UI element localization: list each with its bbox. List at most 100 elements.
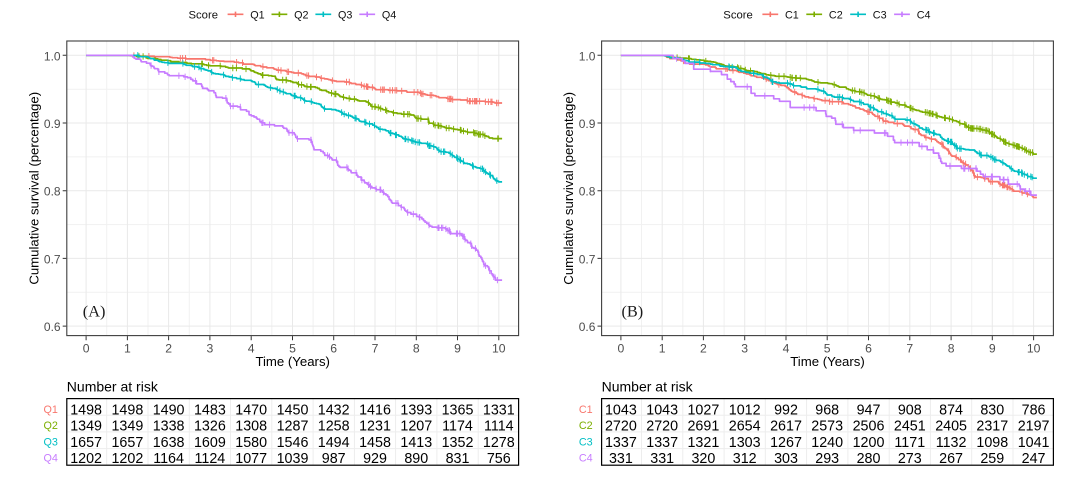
svg-text:987: 987 [322, 451, 346, 467]
svg-text:0.6: 0.6 [579, 320, 596, 334]
svg-text:2573: 2573 [811, 419, 843, 435]
svg-text:C4: C4 [917, 10, 931, 22]
svg-text:Q3: Q3 [43, 436, 57, 448]
svg-text:1338: 1338 [153, 419, 185, 435]
svg-text:1498: 1498 [111, 402, 143, 418]
svg-text:C4: C4 [579, 453, 593, 465]
svg-text:1174: 1174 [442, 419, 473, 435]
svg-text:1098: 1098 [976, 435, 1008, 451]
svg-text:1413: 1413 [400, 435, 432, 451]
svg-text:1027: 1027 [687, 402, 719, 418]
svg-text:Number at risk: Number at risk [602, 378, 694, 394]
svg-text:Q3: Q3 [338, 10, 352, 22]
svg-text:1164: 1164 [153, 451, 184, 467]
svg-text:3: 3 [741, 342, 748, 356]
svg-text:8: 8 [413, 342, 420, 356]
svg-text:5: 5 [289, 342, 296, 356]
svg-text:1202: 1202 [70, 451, 102, 467]
svg-text:1: 1 [659, 342, 666, 356]
svg-text:2506: 2506 [853, 419, 885, 435]
svg-text:786: 786 [1022, 402, 1046, 418]
svg-text:C1: C1 [785, 10, 799, 22]
svg-text:0.7: 0.7 [579, 252, 596, 266]
svg-text:1337: 1337 [646, 435, 678, 451]
svg-text:2720: 2720 [605, 419, 637, 435]
svg-text:9: 9 [454, 342, 461, 356]
svg-text:Cumulative survival (percentag: Cumulative survival (percentage) [561, 92, 576, 285]
svg-text:2405: 2405 [935, 419, 967, 435]
svg-text:874: 874 [939, 402, 963, 418]
svg-text:273: 273 [898, 451, 922, 467]
svg-text:C1: C1 [579, 404, 593, 416]
svg-text:1352: 1352 [442, 435, 474, 451]
svg-text:1202: 1202 [111, 451, 143, 467]
svg-text:Q1: Q1 [43, 404, 57, 416]
svg-text:10: 10 [492, 342, 506, 356]
svg-text:1114: 1114 [484, 419, 514, 435]
svg-text:831: 831 [446, 451, 470, 467]
svg-text:7: 7 [372, 342, 379, 356]
svg-text:1546: 1546 [277, 435, 309, 451]
svg-text:1043: 1043 [646, 402, 678, 418]
svg-text:1331: 1331 [483, 402, 515, 418]
svg-text:1200: 1200 [853, 435, 885, 451]
svg-text:3: 3 [207, 342, 214, 356]
svg-text:1609: 1609 [194, 435, 226, 451]
svg-text:992: 992 [774, 402, 798, 418]
svg-text:2197: 2197 [1018, 419, 1050, 435]
svg-text:0: 0 [83, 342, 90, 356]
svg-text:1240: 1240 [811, 435, 843, 451]
svg-text:0.8: 0.8 [579, 185, 596, 199]
svg-text:0.9: 0.9 [44, 117, 61, 131]
svg-text:1393: 1393 [400, 402, 432, 418]
svg-text:1490: 1490 [153, 402, 185, 418]
svg-text:1171: 1171 [894, 435, 925, 451]
svg-text:890: 890 [404, 451, 428, 467]
svg-text:0.9: 0.9 [579, 117, 596, 131]
svg-text:1041: 1041 [1018, 435, 1050, 451]
svg-text:1657: 1657 [111, 435, 143, 451]
svg-text:2617: 2617 [770, 419, 802, 435]
svg-text:312: 312 [733, 451, 757, 467]
svg-text:1.0: 1.0 [44, 49, 61, 63]
svg-text:Cumulative survival (percentag: Cumulative survival (percentage) [26, 92, 41, 285]
svg-text:1349: 1349 [111, 419, 143, 435]
svg-text:7: 7 [906, 342, 913, 356]
svg-text:1.0: 1.0 [579, 49, 596, 63]
svg-text:4: 4 [783, 342, 790, 356]
svg-text:1321: 1321 [687, 435, 719, 451]
svg-text:2654: 2654 [729, 419, 761, 435]
svg-text:1365: 1365 [442, 402, 474, 418]
svg-text:1012: 1012 [729, 402, 761, 418]
svg-text:968: 968 [815, 402, 839, 418]
svg-text:1278: 1278 [483, 435, 515, 451]
svg-text:1349: 1349 [70, 419, 102, 435]
svg-text:0.8: 0.8 [44, 185, 61, 199]
svg-text:10: 10 [1027, 342, 1041, 356]
svg-text:Q1: Q1 [250, 10, 264, 22]
svg-text:Q4: Q4 [382, 10, 396, 22]
svg-text:331: 331 [650, 451, 674, 467]
svg-text:Q2: Q2 [43, 420, 57, 432]
svg-text:1483: 1483 [194, 402, 226, 418]
svg-text:1303: 1303 [729, 435, 761, 451]
svg-text:1337: 1337 [605, 435, 637, 451]
svg-text:C2: C2 [579, 420, 593, 432]
svg-text:(A): (A) [83, 302, 106, 321]
svg-text:320: 320 [691, 451, 715, 467]
svg-text:830: 830 [980, 402, 1004, 418]
svg-text:C2: C2 [829, 10, 843, 22]
svg-text:247: 247 [1022, 451, 1046, 467]
svg-text:Q4: Q4 [43, 453, 57, 465]
svg-text:C3: C3 [579, 436, 593, 448]
svg-text:(B): (B) [622, 302, 644, 321]
svg-text:0.6: 0.6 [44, 320, 61, 334]
svg-text:0.7: 0.7 [44, 252, 61, 266]
svg-text:8: 8 [948, 342, 955, 356]
svg-text:9: 9 [989, 342, 996, 356]
svg-text:0: 0 [618, 342, 625, 356]
svg-text:1494: 1494 [318, 435, 350, 451]
svg-text:Time (Years): Time (Years) [255, 354, 330, 369]
svg-text:331: 331 [609, 451, 633, 467]
svg-text:293: 293 [815, 451, 839, 467]
